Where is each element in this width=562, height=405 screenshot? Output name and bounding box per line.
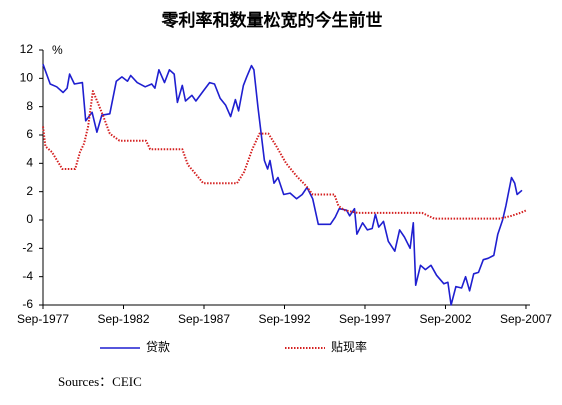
legend-label: 贴现率 (331, 339, 367, 354)
x-tick-label: Sep-2002 (419, 312, 471, 326)
x-tick-label: Sep-1992 (258, 312, 310, 326)
source: Sources：CEIC (58, 374, 142, 389)
legend-label: 贷款 (146, 340, 170, 354)
y-tick-label: -6 (22, 297, 33, 311)
y-tick-label: 8 (26, 99, 33, 113)
x-tick-label: Sep-2007 (500, 312, 552, 326)
y-axis-label: % (52, 43, 63, 57)
x-tick-label: Sep-1977 (17, 312, 69, 326)
y-tick-label: 0 (26, 212, 33, 226)
y-tick-label: 4 (26, 156, 33, 170)
x-tick-label: Sep-1997 (339, 312, 391, 326)
series-line (42, 90, 528, 220)
chart-title: 零利率和数量松宽的今生前世 (161, 10, 383, 30)
y-tick-label: -4 (22, 269, 33, 283)
series-line (42, 63, 523, 306)
y-tick-label: 10 (20, 71, 34, 85)
x-tick-label: Sep-1982 (97, 312, 149, 326)
y-tick-label: -2 (22, 241, 33, 255)
y-tick-label: 6 (26, 127, 33, 141)
y-tick-label: 12 (20, 42, 34, 56)
x-tick-label: Sep-1987 (178, 312, 230, 326)
y-tick-label: 2 (26, 184, 33, 198)
